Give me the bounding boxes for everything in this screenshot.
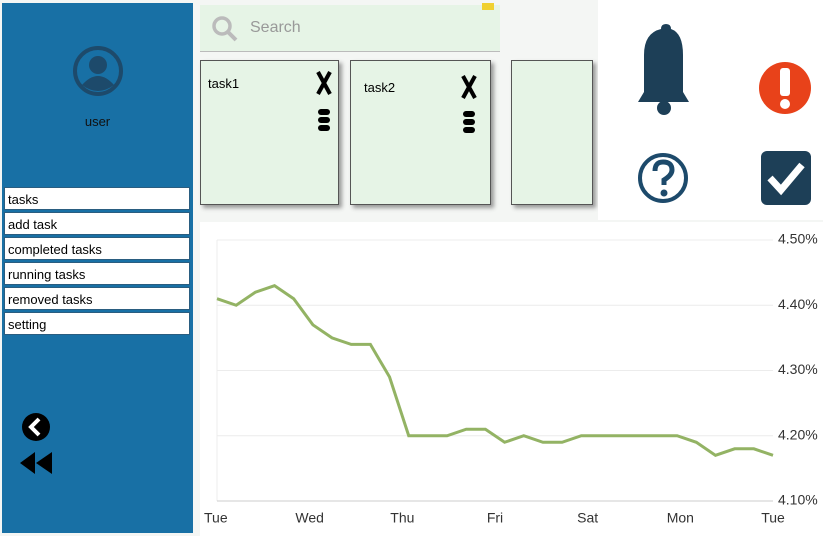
x-tick-label: Thu	[390, 510, 414, 526]
check-icon[interactable]	[761, 151, 811, 205]
icon-panel	[598, 0, 823, 220]
menu-item[interactable]: tasks	[4, 187, 190, 210]
x-tick-label: Tue	[204, 510, 228, 526]
search-placeholder: Search	[250, 19, 301, 36]
chart: 4.10% 4.20% 4.30% 4.40% 4.50% Tue Wed Thu Fri Sat…	[200, 222, 823, 536]
avatar	[73, 46, 123, 96]
icons	[638, 24, 811, 205]
task-card[interactable]: task2	[350, 60, 491, 205]
rewind-icon[interactable]	[20, 452, 52, 474]
y-tick-label: 4.50%	[778, 231, 818, 247]
x-tick-label: Mon	[667, 510, 694, 526]
y-tick-label: 4.40%	[778, 296, 818, 312]
help-icon[interactable]	[638, 153, 688, 203]
menu-item[interactable]: add task	[4, 212, 190, 235]
x-tick-label: Fri	[487, 510, 503, 526]
task-card[interactable]	[511, 60, 593, 205]
search-bar[interactable]: Search	[200, 5, 500, 52]
y-tick-label: 4.30%	[778, 361, 818, 377]
sidebar: user tasks add task completed tasks running…	[2, 3, 193, 533]
alert-icon[interactable]	[759, 62, 811, 114]
menu-item[interactable]: running tasks	[4, 262, 190, 285]
bell-icon[interactable]	[638, 24, 689, 115]
nav-icons	[20, 413, 52, 474]
x-tick-label: Tue	[761, 510, 785, 526]
menu-item[interactable]: removed tasks	[4, 287, 190, 310]
y-tick-label: 4.10%	[778, 492, 818, 508]
menu-item[interactable]: setting	[4, 312, 190, 335]
task-actions	[316, 71, 332, 131]
handle	[482, 3, 494, 10]
search-icon	[212, 16, 238, 42]
task-title: task1	[208, 76, 240, 91]
menu-item[interactable]: completed tasks	[4, 237, 190, 260]
task-card[interactable]: task1	[200, 60, 339, 205]
task-actions	[461, 75, 477, 133]
y-tick-label: 4.20%	[778, 426, 818, 442]
task-title: task2	[364, 80, 396, 95]
x-tick-label: Sat	[577, 510, 598, 526]
x-tick-label: Wed	[295, 510, 324, 526]
line	[216, 284, 774, 457]
back-icon[interactable]	[22, 413, 50, 441]
user-name: user	[84, 114, 111, 129]
